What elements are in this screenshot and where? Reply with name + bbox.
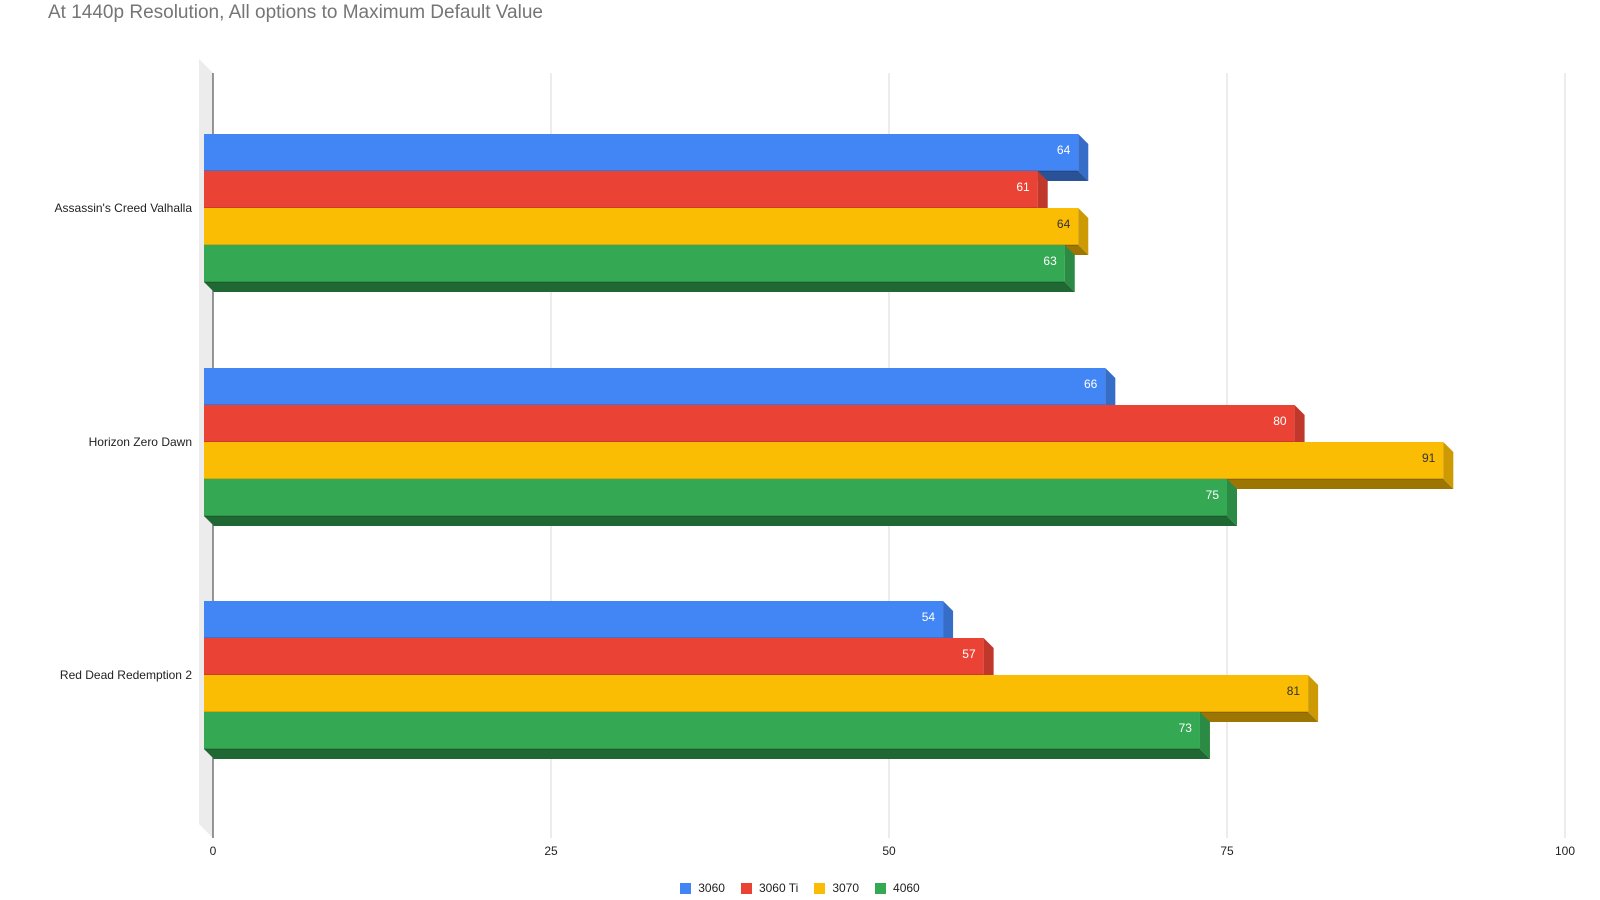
legend-label: 3060 xyxy=(698,881,725,895)
bar xyxy=(204,208,1079,245)
data-label: 73 xyxy=(1179,721,1193,735)
bar xyxy=(204,638,984,675)
bar-side xyxy=(1443,442,1454,489)
legend-label: 3060 Ti xyxy=(758,881,799,895)
bar xyxy=(204,171,1038,208)
data-label: 66 xyxy=(1084,377,1098,391)
legend-item: 4060 xyxy=(875,881,920,895)
legend-item: 3070 xyxy=(814,881,859,895)
bar-bottom xyxy=(204,749,1210,759)
bar-side xyxy=(983,638,994,685)
bar xyxy=(204,245,1065,282)
bar-bottom xyxy=(1227,479,1454,489)
data-label: 81 xyxy=(1287,684,1301,698)
legend-label: 3070 xyxy=(832,881,860,895)
bar xyxy=(204,675,1309,712)
legend-swatch xyxy=(740,882,752,894)
bar-bottom xyxy=(204,516,1237,526)
bar xyxy=(204,712,1200,749)
legend-swatch xyxy=(875,882,887,894)
bar-bottom xyxy=(204,282,1075,292)
bar xyxy=(204,134,1079,171)
data-label: 61 xyxy=(1016,180,1030,194)
bar xyxy=(204,479,1227,516)
data-label: 54 xyxy=(922,610,936,624)
bar-bottom xyxy=(1199,712,1319,722)
x-tick-label: 25 xyxy=(544,844,558,858)
bar xyxy=(204,368,1106,405)
bar xyxy=(204,601,944,638)
data-label: 75 xyxy=(1206,488,1220,502)
legend-item: 3060 Ti xyxy=(740,881,799,895)
bar xyxy=(204,442,1444,479)
data-label: 80 xyxy=(1273,414,1287,428)
category-label: Assassin's Creed Valhalla xyxy=(55,201,193,215)
category-label: Horizon Zero Dawn xyxy=(89,435,192,449)
legend-swatch xyxy=(814,882,826,894)
chart-legend: 3060 3060 Ti 3070 4060 xyxy=(0,881,1600,895)
legend-swatch xyxy=(680,882,692,894)
bar-side xyxy=(1199,712,1210,759)
data-label: 64 xyxy=(1057,217,1071,231)
x-tick-label: 0 xyxy=(210,844,217,858)
bar-side xyxy=(1078,134,1089,181)
bar-side xyxy=(1294,405,1305,452)
x-tick-label: 75 xyxy=(1220,844,1234,858)
bar-side xyxy=(1227,479,1237,526)
bar-side xyxy=(1308,675,1319,722)
bar xyxy=(204,405,1295,442)
data-label: 63 xyxy=(1043,254,1057,268)
data-label: 57 xyxy=(962,647,976,661)
legend-label: 4060 xyxy=(893,881,920,895)
x-tick-label: 100 xyxy=(1555,844,1575,858)
data-label: 64 xyxy=(1057,143,1071,157)
bar-side xyxy=(1037,171,1048,218)
bar-side xyxy=(1078,208,1089,255)
x-tick-label: 50 xyxy=(882,844,896,858)
category-label: Red Dead Redemption 2 xyxy=(60,668,192,682)
data-label: 91 xyxy=(1422,451,1436,465)
legend-item: 3060 xyxy=(680,881,725,895)
bar-side xyxy=(1105,368,1116,415)
chart-title: At 1440p Resolution, All options to Maxi… xyxy=(48,2,543,23)
bar-side xyxy=(1064,245,1075,292)
bar-bottom xyxy=(1037,171,1089,181)
bar-side xyxy=(943,601,954,648)
